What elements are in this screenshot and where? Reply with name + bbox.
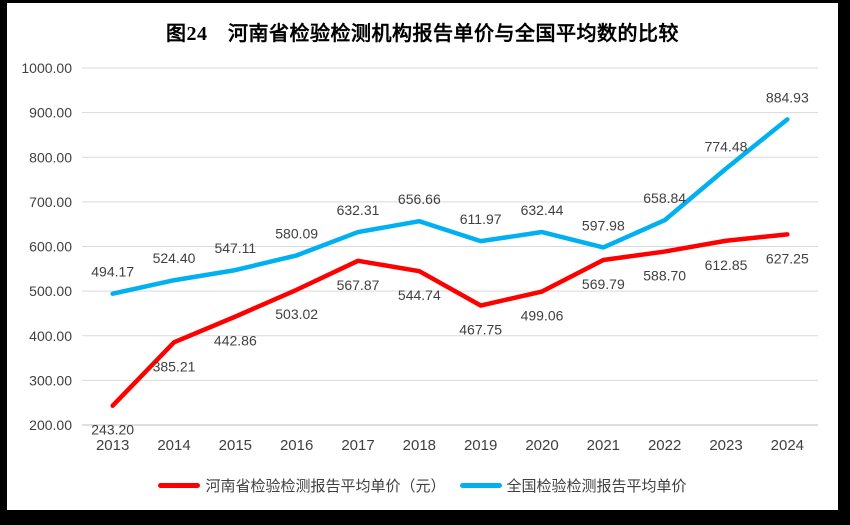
y-tick-label-600: 600.00 (29, 239, 72, 255)
x-tick-label-2015: 2015 (219, 437, 252, 454)
data-label-s1-2015: 547.11 (214, 240, 256, 256)
data-label-s1-2014: 524.40 (153, 250, 196, 266)
data-label-s1-2023: 774.48 (705, 139, 748, 155)
legend-item-henan: 河南省检验检测报告平均单价（元） (158, 475, 446, 496)
data-label-s1-2024: 884.93 (766, 89, 809, 105)
legend-label-henan: 河南省检验检测报告平均单价（元） (205, 478, 446, 495)
data-label-s0-2017: 567.87 (337, 277, 380, 293)
x-tick-label-2018: 2018 (403, 437, 436, 454)
data-label-s1-2019: 611.97 (460, 211, 502, 227)
y-tick-label-300: 300.00 (29, 372, 72, 388)
data-label-s1-2022: 658.84 (643, 190, 686, 206)
data-label-s0-2020: 499.06 (521, 308, 564, 324)
data-label-s1-2020: 632.44 (521, 202, 564, 218)
series-line-0 (110, 232, 790, 408)
legend-item-national: 全国检验检测报告平均单价 (459, 475, 687, 496)
x-tick-label-2020: 2020 (525, 437, 558, 454)
data-label-s1-2021: 597.98 (582, 217, 625, 233)
x-tick-label-2021: 2021 (587, 437, 620, 454)
data-label-s0-2022: 588.70 (643, 268, 686, 284)
chart-title: 图24 河南省检验检测机构报告单价与全国平均数的比较 (166, 23, 679, 45)
data-label-s1-2018: 656.66 (398, 191, 441, 207)
y-tick-label-700: 700.00 (29, 194, 72, 210)
chart-legend: 河南省检验检测报告平均单价（元） 全国检验检测报告平均单价 (7, 475, 838, 496)
y-tick-label-1000: 1000.00 (21, 60, 72, 76)
data-label-s0-2024: 627.25 (766, 250, 809, 266)
x-tick-label-2024: 2024 (771, 437, 804, 454)
x-tick-label-2019: 2019 (464, 437, 497, 454)
data-label-s0-2021: 569.79 (582, 276, 625, 292)
data-label-s0-2014: 385.21 (153, 358, 196, 374)
x-tick-label-2023: 2023 (709, 437, 742, 454)
y-tick-label-500: 500.00 (29, 283, 72, 299)
series-line-1 (110, 117, 790, 296)
data-label-s1-2013: 494.17 (91, 264, 134, 280)
data-label-s0-2023: 612.85 (705, 257, 748, 273)
data-label-s1-2017: 632.31 (337, 202, 380, 218)
data-label-s0-2016: 503.02 (275, 306, 318, 322)
legend-line-sample-henan (158, 483, 201, 488)
data-label-s1-2016: 580.09 (275, 225, 318, 241)
x-tick-label-2014: 2014 (157, 437, 190, 454)
data-label-s0-2013: 243.20 (91, 422, 134, 438)
y-tick-label-800: 800.00 (29, 149, 72, 165)
y-tick-label-200: 200.00 (29, 417, 72, 433)
data-label-s0-2019: 467.75 (459, 322, 502, 338)
legend-label-national: 全国检验检测报告平均单价 (506, 478, 687, 495)
data-label-s0-2015: 442.86 (214, 333, 257, 349)
data-label-s0-2018: 544.74 (398, 287, 441, 303)
x-tick-label-2013: 2013 (96, 437, 129, 454)
y-tick-label-400: 400.00 (29, 328, 72, 344)
chart-area: 图24 河南省检验检测机构报告单价与全国平均数的比较 200.00 300.00 4… (7, 3, 838, 510)
y-tick-label-900: 900.00 (29, 105, 72, 121)
x-tick-label-2022: 2022 (648, 437, 681, 454)
line-chart-plot: 200.00 300.00 400.00 500.00 600.00 700.00 800.… (21, 60, 818, 454)
x-tick-label-2016: 2016 (280, 437, 313, 454)
x-tick-label-2017: 2017 (341, 437, 374, 454)
legend-line-sample-national (459, 483, 502, 488)
